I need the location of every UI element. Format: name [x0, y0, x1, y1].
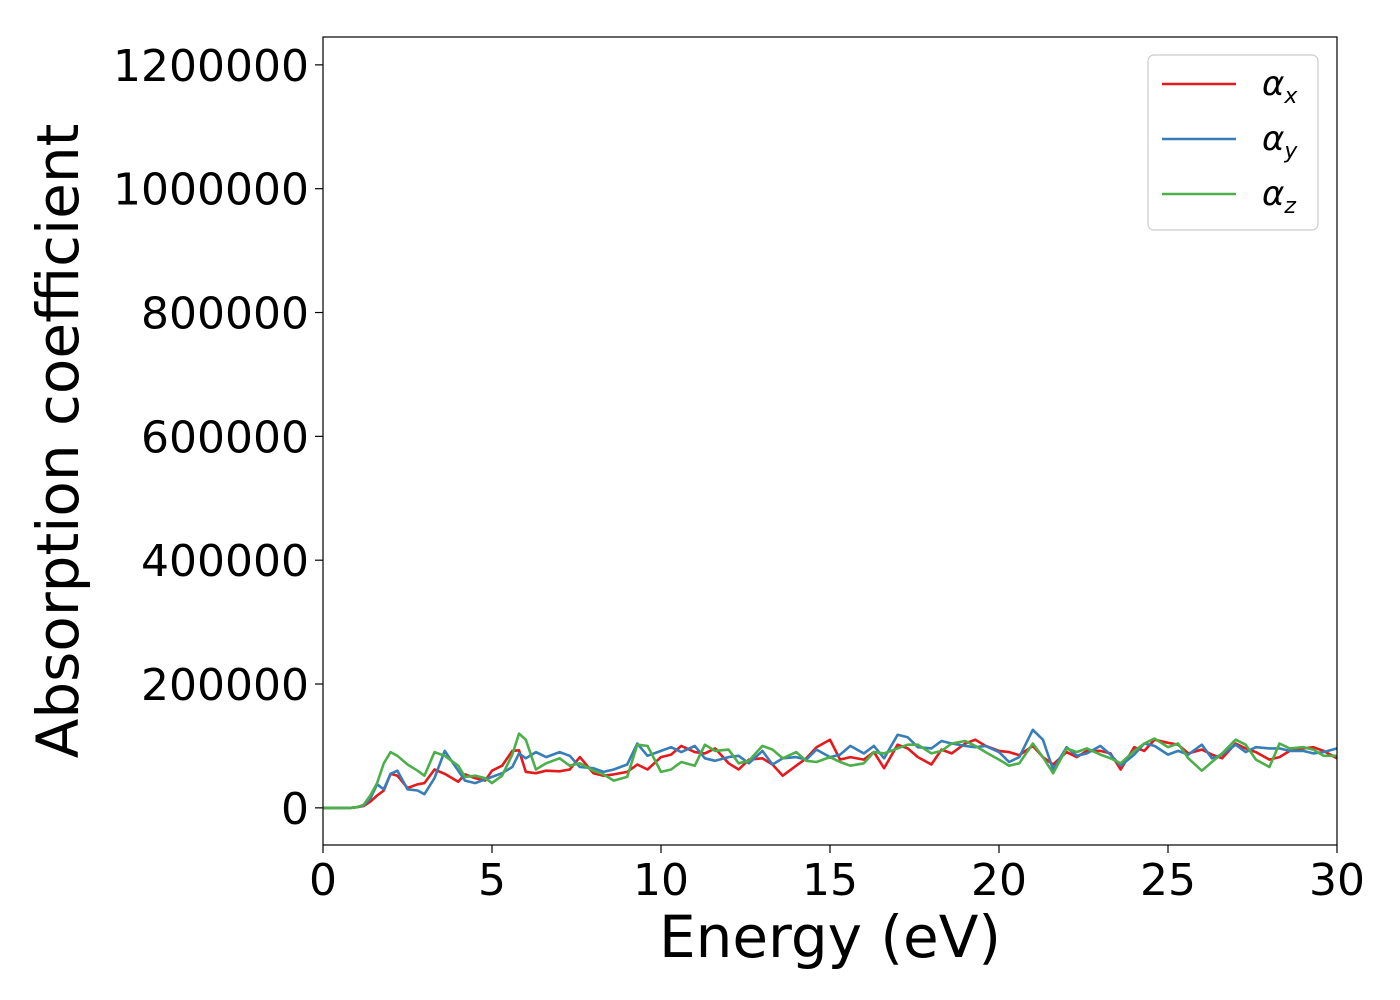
- legend-symbol: α: [1262, 119, 1284, 159]
- x-tick-label: 30: [1309, 855, 1365, 906]
- series-line-y: [323, 728, 1338, 810]
- x-tick-label: 20: [971, 855, 1027, 906]
- legend-label-z: αz: [1262, 174, 1296, 219]
- x-tick-label: 0: [309, 855, 337, 906]
- x-axis-label: Energy (eV): [659, 903, 1001, 971]
- legend-label-y: αy: [1262, 119, 1298, 164]
- series-lines: [323, 728, 1338, 810]
- y-tick-label: 1200000: [113, 41, 309, 92]
- y-axis: 0 200000 400000 600000 800000 1000000 1200000: [113, 41, 323, 835]
- legend-symbol: α: [1262, 64, 1284, 104]
- series-line-z: [323, 732, 1337, 810]
- legend-symbol: α: [1262, 174, 1284, 214]
- x-tick-label: 25: [1140, 855, 1196, 906]
- x-tick-label: 5: [478, 855, 506, 906]
- x-tick-label: 10: [633, 855, 689, 906]
- legend-subscript: z: [1283, 194, 1296, 219]
- y-axis-label: Absorption coefficient: [24, 124, 92, 759]
- y-tick-label: 400000: [141, 536, 309, 587]
- y-tick-label: 600000: [141, 412, 309, 463]
- legend-box: [1147, 54, 1319, 231]
- y-tick-label: 1000000: [113, 165, 309, 216]
- y-tick-label: 800000: [141, 289, 309, 340]
- legend-label-x: αx: [1262, 64, 1298, 109]
- y-tick-label: 0: [281, 784, 309, 835]
- legend-subscript: y: [1283, 139, 1298, 164]
- legend-subscript: x: [1283, 84, 1298, 109]
- x-tick-label: 15: [802, 855, 858, 906]
- x-axis: 0 5 10 15 20 25 30: [309, 845, 1365, 906]
- y-tick-label: 200000: [141, 660, 309, 711]
